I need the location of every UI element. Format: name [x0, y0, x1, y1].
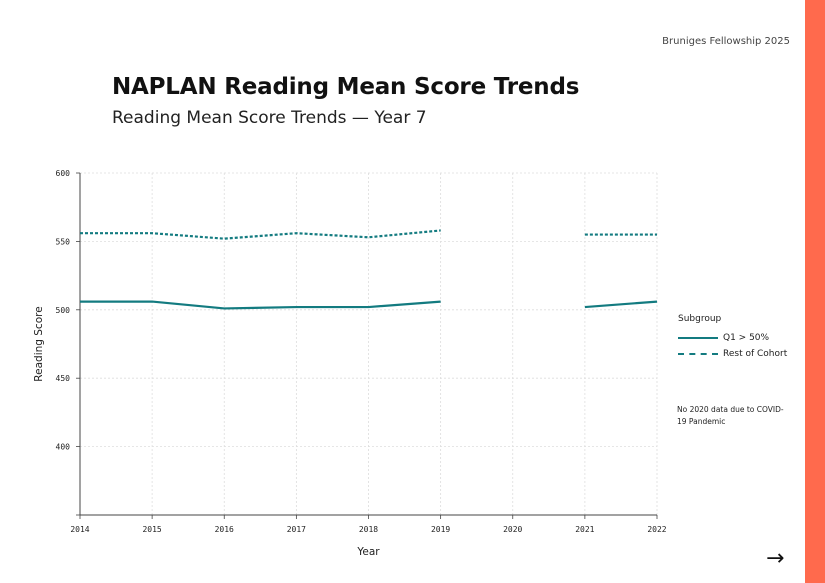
x-tick-label: 2018: [359, 525, 378, 534]
series-layer: [80, 229, 658, 310]
page-title: NAPLAN Reading Mean Score Trends: [112, 74, 580, 100]
arrow-right-icon[interactable]: →: [766, 546, 785, 571]
legend-label: Q1 > 50%: [723, 333, 770, 343]
x-tick-label: 2017: [287, 525, 306, 534]
legend-item-rest: Rest of Cohort: [678, 346, 787, 362]
axes-layer: 2014 2015 2016 2017 2018 2019 2020 2021 2022 400 4…: [56, 169, 667, 534]
x-tick-label: 2015: [142, 525, 161, 534]
legend-label: Rest of Cohort: [723, 349, 788, 359]
series-line-rest-of-cohort: [80, 229, 441, 240]
y-tick-label: 550: [56, 237, 71, 246]
y-tick-label: 500: [56, 306, 71, 315]
legend: Subgroup Q1 > 50% Rest of Cohort: [678, 314, 787, 362]
x-tick-label: 2019: [431, 525, 450, 534]
y-tick-label: 600: [56, 169, 71, 178]
series-line-q1: [584, 300, 658, 309]
series-line-q1: [80, 300, 441, 310]
x-tick-label: 2022: [647, 525, 666, 534]
y-tick-label: 450: [56, 374, 71, 383]
x-tick-label: 2021: [575, 525, 594, 534]
legend-title: Subgroup: [678, 314, 722, 324]
legend-swatch-dashed: [678, 353, 718, 355]
y-axis-label: Reading Score: [33, 306, 45, 381]
legend-item-q1: Q1 > 50%: [678, 330, 787, 346]
fellowship-label: Bruniges Fellowship 2025: [662, 36, 790, 47]
grid-layer: [79, 172, 658, 515]
page-subtitle: Reading Mean Score Trends — Year 7: [112, 108, 427, 128]
x-tick-label: 2016: [215, 525, 234, 534]
x-tick-label: 2020: [503, 525, 522, 534]
accent-side-bar: [805, 0, 825, 583]
x-axis-label: Year: [356, 546, 380, 558]
x-tick-label: 2014: [70, 525, 89, 534]
legend-swatch-solid: [678, 337, 718, 339]
y-tick-label: 400: [56, 443, 71, 452]
chart-note: No 2020 data due to COVID-19 Pandemic: [677, 405, 784, 426]
